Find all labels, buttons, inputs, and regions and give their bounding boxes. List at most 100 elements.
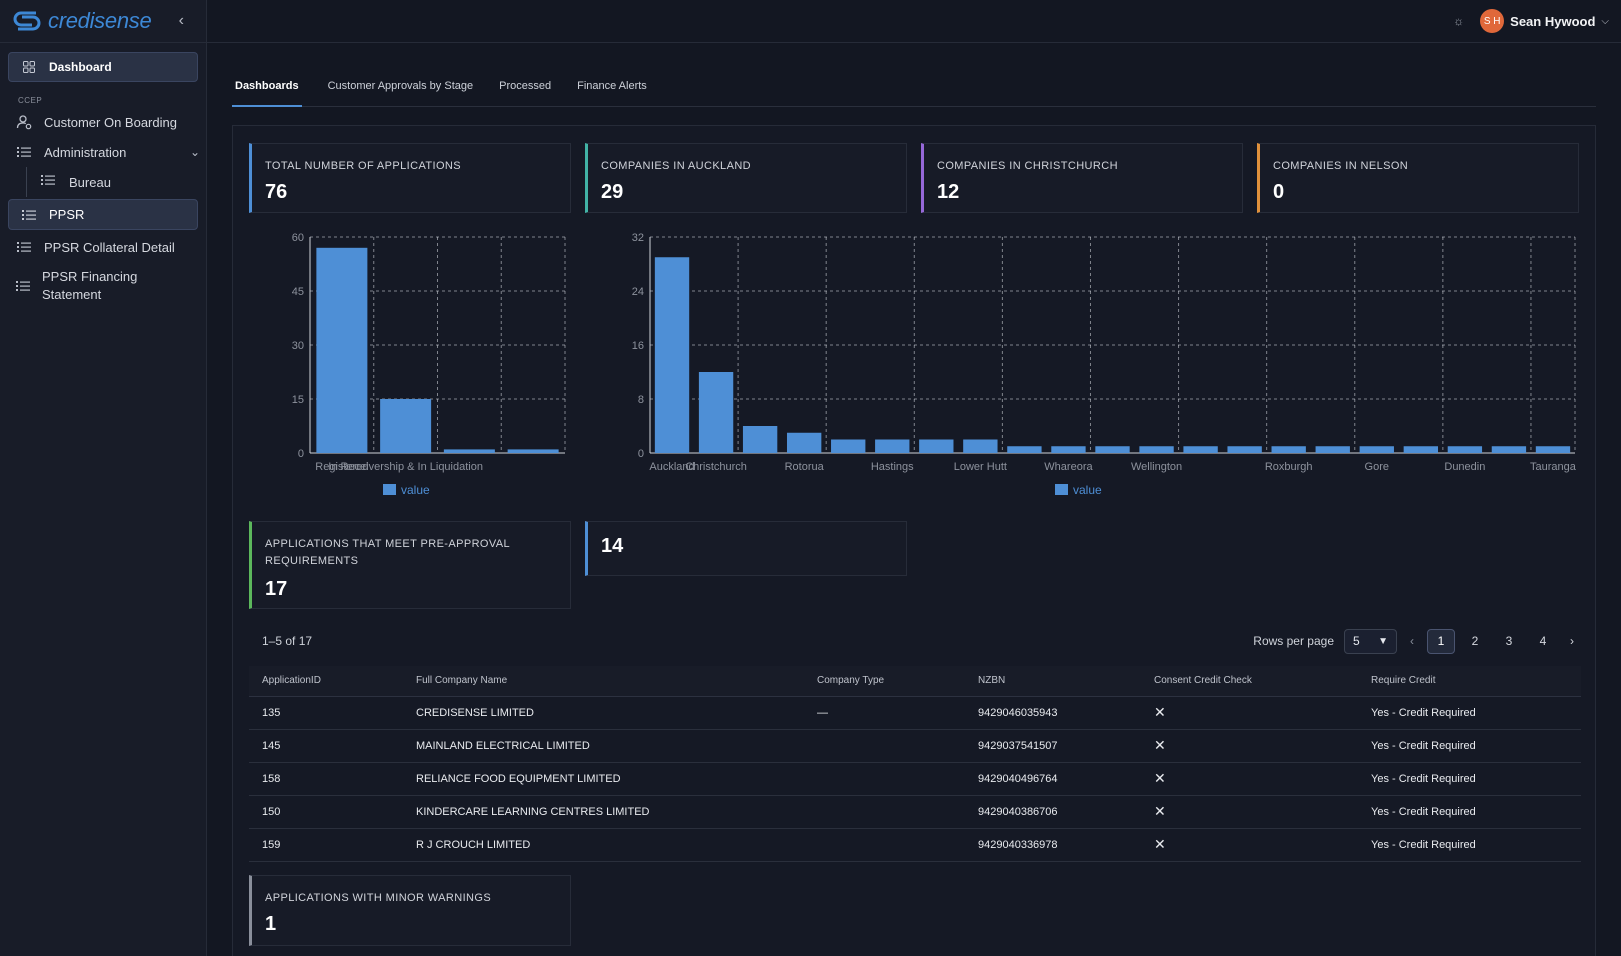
list-icon	[41, 174, 57, 190]
sidebar-item-ppsr[interactable]: PPSR	[8, 199, 198, 230]
sidebar-item-label: Customer On Boarding	[44, 114, 177, 130]
kpi-unlabeled[interactable]: 14	[585, 521, 907, 576]
kpi-pre-approval[interactable]: APPLICATIONS THAT MEET PRE-APPROVAL REQU…	[249, 521, 571, 609]
bar	[698, 372, 734, 453]
sidebar-item-label: Dashboard	[49, 60, 112, 74]
y-tick-label: 60	[292, 232, 304, 244]
table-row[interactable]: 135 CREDISENSE LIMITED — 9429046035943 ✕…	[249, 696, 1581, 730]
tab-dashboards[interactable]: Dashboards	[232, 70, 302, 107]
y-tick-label: 0	[638, 448, 644, 460]
tab-finance-alerts[interactable]: Finance Alerts	[577, 80, 647, 92]
x-tick-label: Hastings	[871, 461, 914, 473]
grid-icon	[21, 59, 37, 75]
logo[interactable]: credisense	[12, 8, 152, 34]
bar	[1051, 446, 1086, 453]
cell-company-type	[804, 828, 965, 862]
sidebar-item-ppsr-collateral-detail[interactable]: PPSR Collateral Detail	[0, 232, 206, 262]
column-header[interactable]: Consent Credit Check	[1141, 666, 1358, 697]
column-header[interactable]: Require Credit	[1358, 666, 1581, 697]
cell-require-credit: Yes - Credit Required	[1358, 828, 1581, 862]
page-button[interactable]: 3	[1505, 634, 1513, 648]
page-button[interactable]: 1	[1427, 628, 1455, 654]
column-header[interactable]: Full Company Name	[403, 666, 804, 697]
list-icon	[16, 144, 32, 160]
avatar[interactable]: S H	[1480, 9, 1505, 33]
cell-company-name: KINDERCARE LEARNING CENTRES LIMITED	[403, 795, 804, 829]
x-tick-label: In Receivership & In Liquidation	[328, 461, 483, 473]
y-tick-label: 30	[292, 340, 304, 352]
tab-customer-approvals-by-stage[interactable]: Customer Approvals by Stage	[327, 80, 474, 92]
close-icon: ✕	[1141, 696, 1358, 730]
y-tick-label: 32	[632, 232, 644, 244]
sidebar-item-dashboard[interactable]: Dashboard	[8, 52, 198, 82]
sun-icon[interactable]: ☼	[1453, 14, 1465, 28]
sidebar-item-label: PPSR Financing Statement	[42, 269, 138, 302]
bar	[1359, 446, 1394, 453]
table-row[interactable]: 150 KINDERCARE LEARNING CENTRES LIMITED …	[249, 795, 1581, 829]
sidebar-item-ppsr-financing-statement[interactable]: PPSR Financing Statement	[0, 262, 150, 304]
table-header-row: ApplicationID Full Company Name Company …	[249, 666, 1581, 697]
kpi-companies-nelson[interactable]: COMPANIES IN NELSON 0	[1257, 143, 1579, 213]
bar	[1491, 446, 1527, 453]
kpi-label: APPLICATIONS WITH MINOR WARNINGS	[265, 892, 492, 904]
cell-company-name: R J CROUCH LIMITED	[403, 828, 804, 862]
sidebar-item-administration[interactable]: Administration ⌄	[0, 137, 206, 167]
legend-label: value	[401, 483, 430, 497]
page-button[interactable]: 2	[1471, 634, 1479, 648]
kpi-value: 12	[937, 181, 960, 203]
column-header[interactable]: ApplicationID	[249, 666, 403, 697]
chevron-left-icon[interactable]: ‹	[178, 12, 184, 29]
y-tick-label: 45	[292, 286, 304, 298]
kpi-companies-christchurch[interactable]: COMPANIES IN CHRISTCHURCH 12	[921, 143, 1243, 213]
bar	[1447, 446, 1483, 453]
table-row[interactable]: 145 MAINLAND ELECTRICAL LIMITED 94290375…	[249, 729, 1581, 763]
chevron-down-icon[interactable]: ⌵	[1601, 15, 1609, 27]
x-tick-label: Gore	[1365, 461, 1389, 473]
kpi-minor-warnings[interactable]: APPLICATIONS WITH MINOR WARNINGS 1	[249, 875, 571, 946]
column-header[interactable]: Company Type	[804, 666, 965, 697]
cell-company-type	[804, 729, 965, 763]
kpi-label: COMPANIES IN CHRISTCHURCH	[937, 160, 1118, 172]
cell-company-name: CREDISENSE LIMITED	[403, 696, 804, 730]
bar	[1535, 446, 1571, 453]
column-header[interactable]: NZBN	[965, 666, 1141, 697]
sidebar-item-customer-on-boarding[interactable]: Customer On Boarding	[0, 107, 206, 137]
user-name[interactable]: Sean Hywood	[1510, 13, 1596, 29]
section-label: CCEP	[18, 96, 43, 105]
kpi-value: 0	[1273, 181, 1285, 203]
tab-processed[interactable]: Processed	[499, 80, 552, 92]
kpi-label: APPLICATIONS THAT MEET PRE-APPROVAL REQU…	[265, 538, 510, 567]
x-tick-label: Auckland	[649, 461, 694, 473]
table-row[interactable]: 158 RELIANCE FOOD EQUIPMENT LIMITED 9429…	[249, 762, 1581, 796]
x-tick-label: Wellington	[1131, 461, 1182, 473]
bar	[1139, 446, 1174, 453]
kpi-value: 17	[265, 578, 288, 600]
cell-nzbn: 9429040496764	[965, 762, 1141, 796]
cell-company-name: RELIANCE FOOD EQUIPMENT LIMITED	[403, 762, 804, 796]
sidebar-item-bureau[interactable]: Bureau	[26, 167, 206, 197]
bar	[654, 257, 690, 453]
bar	[1227, 446, 1262, 453]
rows-per-page-label: Rows per page	[1253, 634, 1334, 648]
cell-nzbn: 9429046035943	[965, 696, 1141, 730]
chevron-down-icon: ▼	[1378, 635, 1388, 647]
page-button[interactable]: 4	[1539, 634, 1547, 648]
bar	[443, 449, 495, 453]
rows-per-page-select[interactable]: 5 ▼	[1344, 628, 1397, 654]
x-tick-label: Dunedin	[1444, 461, 1485, 473]
chart-cities: 0 8 16 24 32 Auckland Christchurch Rotorua Hasti…	[600, 225, 1585, 505]
sidebar-item-label: PPSR	[49, 207, 85, 222]
bar	[742, 426, 778, 453]
y-tick-label: 16	[632, 340, 644, 352]
chevron-left-icon[interactable]: ‹	[1410, 634, 1414, 648]
sidebar-item-label: Administration	[44, 144, 127, 160]
chevron-right-icon[interactable]: ›	[1570, 634, 1574, 648]
cell-require-credit: Yes - Credit Required	[1358, 696, 1581, 730]
table-row[interactable]: 159 R J CROUCH LIMITED 9429040336978 ✕ Y…	[249, 828, 1581, 862]
y-tick-label: 15	[292, 394, 304, 406]
kpi-label: TOTAL NUMBER OF APPLICATIONS	[265, 160, 461, 172]
chevron-down-icon[interactable]: ⌄	[189, 145, 200, 159]
legend-swatch	[1055, 484, 1068, 495]
kpi-total-applications[interactable]: TOTAL NUMBER OF APPLICATIONS 76	[249, 143, 571, 213]
kpi-companies-auckland[interactable]: COMPANIES IN AUCKLAND 29	[585, 143, 907, 213]
